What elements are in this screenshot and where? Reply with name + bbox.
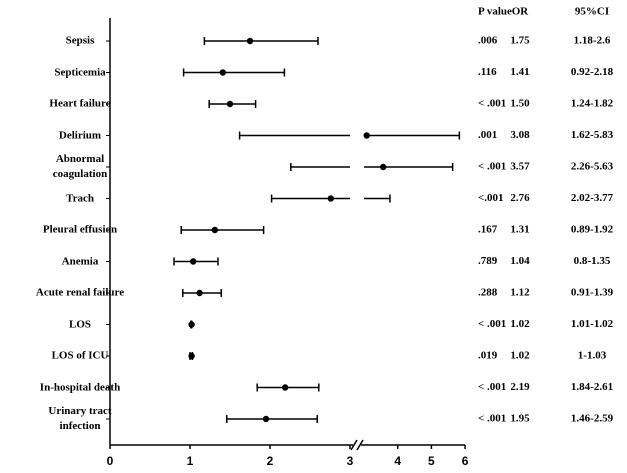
- p-value: .789: [478, 255, 498, 267]
- ci-label: 0.8-1.35: [574, 255, 611, 267]
- point: [363, 132, 370, 139]
- ci-label: 1.01-1.02: [571, 318, 614, 330]
- or-label: 1.02: [510, 318, 530, 330]
- point: [190, 258, 197, 265]
- point: [196, 289, 203, 297]
- p-value: .167: [478, 224, 498, 236]
- ci-label: 0.91-1.39: [571, 287, 614, 299]
- or-label: 1.12: [510, 287, 530, 299]
- row-label: Urinary tract infection: [48, 405, 112, 432]
- point: [188, 321, 195, 328]
- ci-label: 0.92-2.18: [571, 66, 614, 78]
- x-tick-label: 1: [187, 454, 194, 468]
- row-label: Delirium: [58, 129, 102, 141]
- row-label: In-hospital death: [39, 381, 121, 393]
- ci-label: 1.46-2.59: [571, 413, 614, 425]
- p-value: .288: [478, 287, 498, 299]
- row-label: Septicemia: [54, 66, 106, 78]
- x-tick-label: 0: [107, 454, 114, 468]
- or-label: 1.75: [510, 35, 530, 47]
- point: [246, 37, 254, 45]
- row-label: LOS of ICU: [51, 349, 109, 362]
- or-label: 1.02: [510, 350, 530, 362]
- p-value: .116: [478, 66, 497, 78]
- x-tick-label: 5: [428, 454, 435, 468]
- p-value: < .001: [478, 413, 506, 425]
- ci-label: 1.24-1.82: [571, 98, 614, 110]
- ci-label: 1.84-2.61: [571, 381, 613, 393]
- or-label: 1.31: [510, 224, 529, 236]
- p-value: < .001: [478, 318, 506, 330]
- point: [188, 352, 195, 360]
- point: [327, 195, 334, 202]
- row-label: Sepsis: [65, 34, 95, 47]
- axis-break: [350, 439, 358, 451]
- row-label: Abnormal coagulation: [52, 153, 108, 180]
- p-value: <.001: [478, 192, 504, 204]
- x-tick-label: 3: [347, 454, 354, 468]
- point: [380, 163, 387, 171]
- x-tick-label: 2: [267, 454, 274, 468]
- p-value: < .001: [478, 161, 506, 173]
- row-label: Heart failure: [49, 97, 111, 110]
- p-value: .006: [478, 35, 498, 47]
- p-value: < .001: [478, 381, 506, 393]
- ci-label: 2.26-5.63: [571, 161, 614, 173]
- point: [219, 69, 226, 76]
- axis-break: [356, 439, 364, 451]
- or-label: 1.41: [510, 66, 529, 78]
- or-label: 2.19: [510, 381, 530, 393]
- or-label: 3.08: [510, 129, 530, 141]
- or-label: 3.57: [510, 161, 530, 173]
- point: [226, 100, 234, 108]
- point: [262, 415, 270, 423]
- ci-label: 1.62-5.83: [571, 129, 614, 141]
- p-value: .001: [478, 129, 497, 141]
- row-label: Anemia: [61, 255, 99, 267]
- row-label: LOS: [68, 318, 91, 330]
- x-tick-label: 4: [394, 454, 401, 468]
- p-value: .019: [478, 350, 498, 362]
- ci-label: 1-1.03: [578, 350, 607, 362]
- p-value: < .001: [478, 98, 506, 110]
- point: [211, 226, 218, 234]
- point: [282, 384, 289, 391]
- ci-label: 1.18-2.6: [574, 35, 611, 47]
- column-header: 95%CI: [575, 6, 609, 18]
- or-label: 1.95: [510, 413, 530, 425]
- column-header: OR: [512, 6, 530, 18]
- or-label: 2.76: [510, 192, 530, 204]
- row-label: Trach: [66, 192, 94, 204]
- or-label: 1.04: [510, 255, 530, 267]
- row-label: Acute renal failure: [35, 286, 125, 299]
- column-header: P value: [478, 6, 512, 18]
- row-label: Pleural effusion: [42, 223, 118, 236]
- or-label: 1.50: [510, 98, 530, 110]
- ci-label: 2.02-3.77: [571, 192, 614, 204]
- ci-label: 0.89-1.92: [571, 224, 614, 236]
- x-tick-label: 6: [462, 454, 469, 468]
